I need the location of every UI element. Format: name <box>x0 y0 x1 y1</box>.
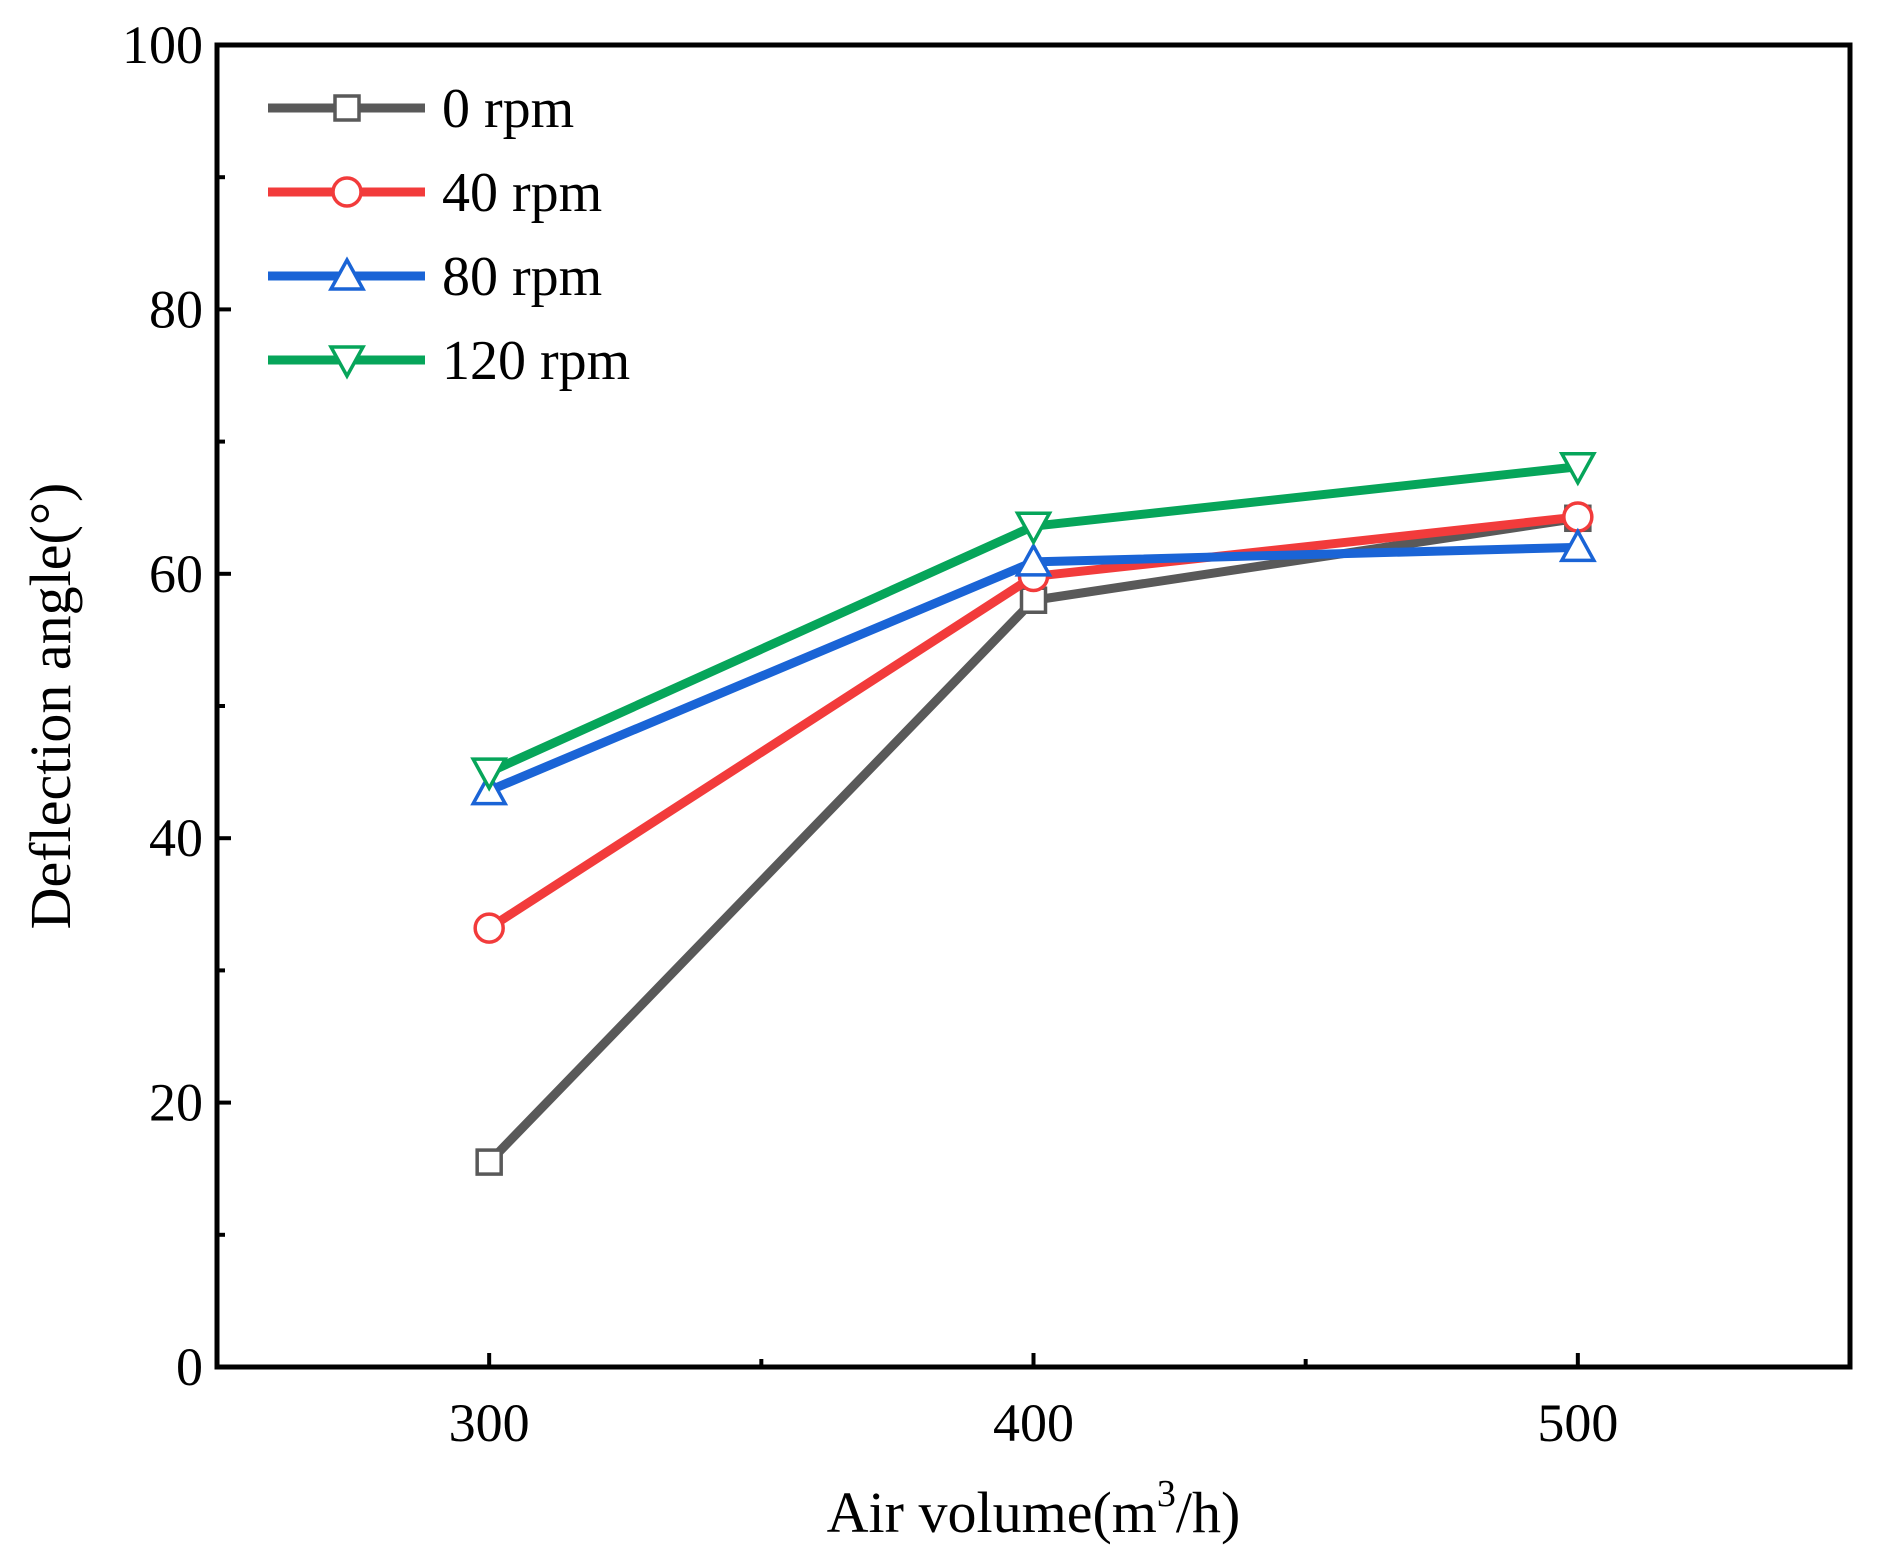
data-point <box>1558 451 1597 487</box>
legend: 0 rpm 40 rpm 80 rpm 120 rpm <box>268 78 630 392</box>
series-3 <box>470 451 1597 792</box>
axis-layer: 0 20 40 60 80 100 300 400 500 <box>122 15 1618 1453</box>
data-point <box>1014 511 1053 546</box>
legend-label: 0 rpm <box>442 78 574 140</box>
x-axis-title-unit: /h) <box>1176 1480 1240 1545</box>
x-tick-label: 400 <box>993 1393 1074 1453</box>
series-2 <box>470 527 1597 806</box>
y-tick-label: 0 <box>176 1337 203 1397</box>
data-point <box>473 912 505 944</box>
y-tick-label: 60 <box>149 544 203 604</box>
x-axis-title: Air volume(m3/h) <box>827 1473 1241 1545</box>
series-layer <box>470 451 1597 1176</box>
legend-marker <box>333 94 361 122</box>
x-tick-label: 300 <box>449 1393 530 1453</box>
legend-item: 120 rpm <box>268 330 630 392</box>
x-axis-title-main: Air volume(m <box>827 1480 1157 1545</box>
data-point <box>1558 527 1597 563</box>
legend-label: 80 rpm <box>442 246 602 308</box>
data-point <box>1562 501 1594 533</box>
y-tick-label: 100 <box>122 15 203 75</box>
y-axis-title: Deflection angle(°) <box>18 483 83 930</box>
y-tick-label: 40 <box>149 808 203 868</box>
x-axis-title-superscript: 3 <box>1157 1473 1176 1515</box>
legend-item: 40 rpm <box>268 162 602 224</box>
x-tick-label: 500 <box>1537 1393 1618 1453</box>
legend-label: 40 rpm <box>442 162 602 224</box>
plot-frame <box>214 42 1853 1370</box>
legend-marker <box>328 256 366 291</box>
data-point <box>470 757 509 792</box>
legend-marker <box>331 176 363 208</box>
legend-item: 80 rpm <box>268 246 602 308</box>
data-point <box>1014 542 1053 577</box>
y-tick-label: 80 <box>149 279 203 339</box>
series-0 <box>475 504 1592 1176</box>
y-tick-label: 20 <box>149 1073 203 1133</box>
legend-marker <box>328 345 366 380</box>
series-line <box>485 513 1579 1166</box>
data-point <box>475 1148 503 1176</box>
legend-item: 0 rpm <box>268 78 574 140</box>
legend-label: 120 rpm <box>442 330 630 392</box>
